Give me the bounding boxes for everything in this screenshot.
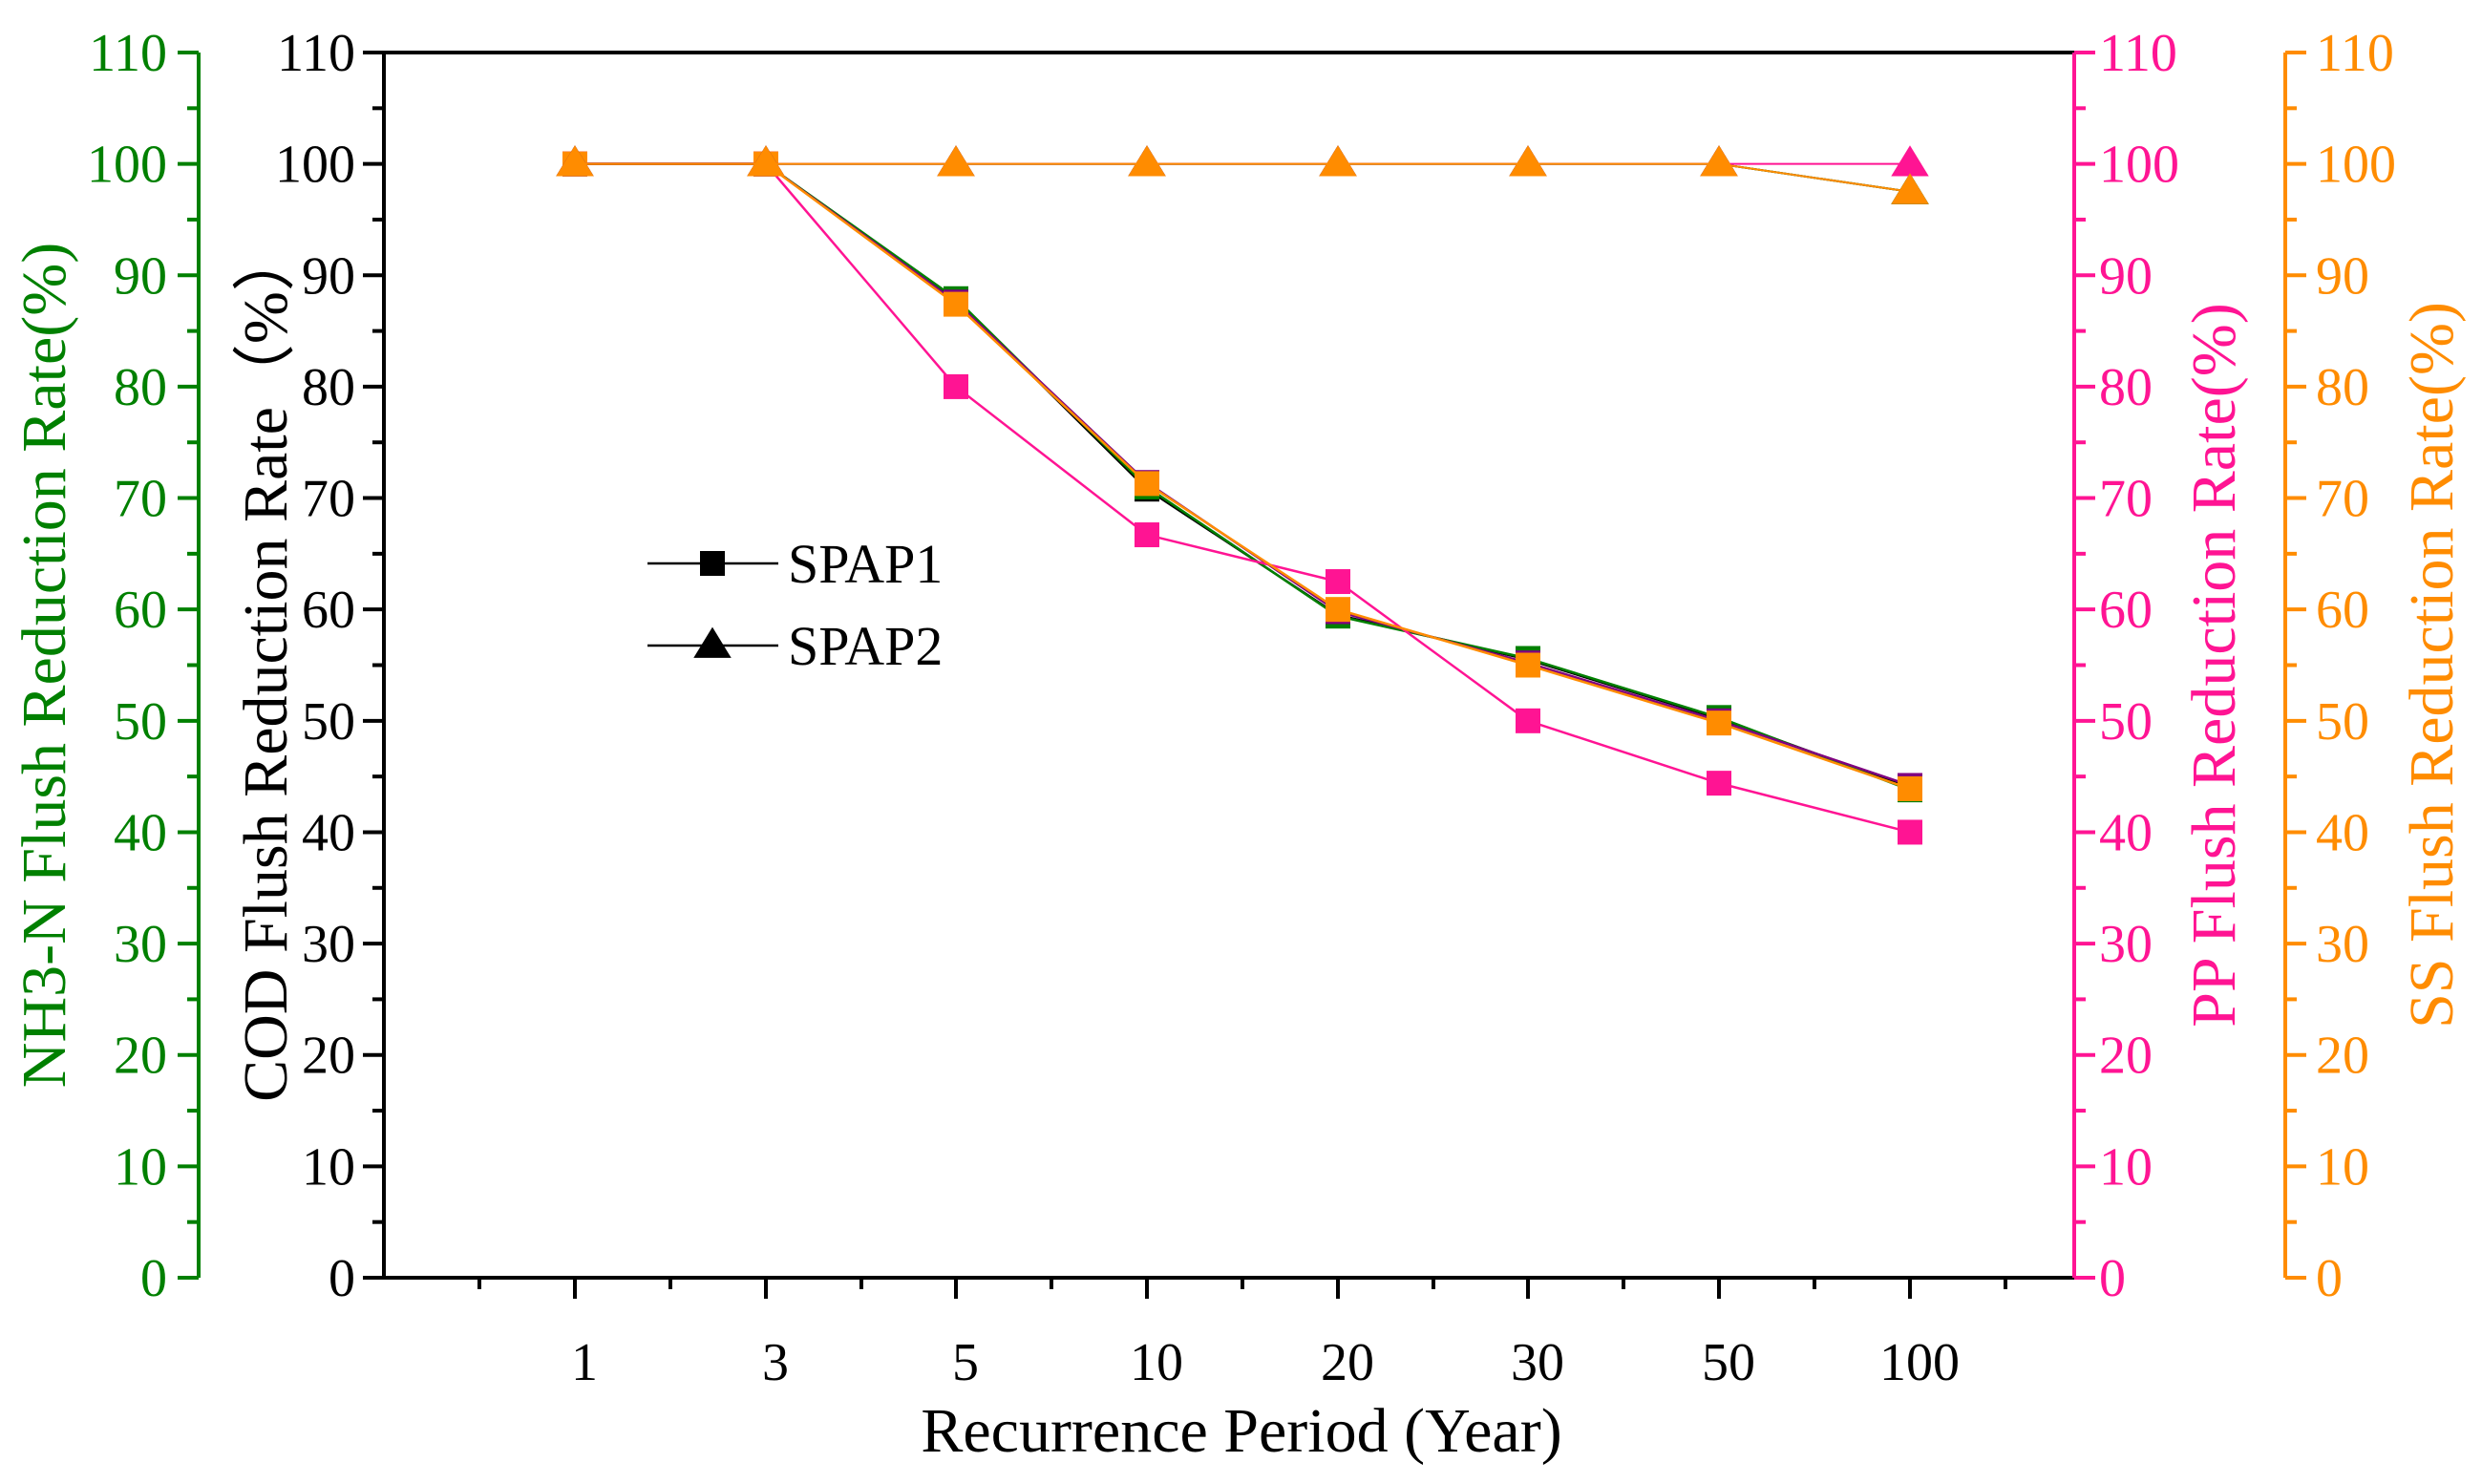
cod-tick-label: 80 (302, 358, 355, 417)
x-tick-label: 5 (952, 1333, 979, 1392)
data-point (1509, 145, 1547, 177)
nh3-tick-label: 80 (114, 358, 167, 417)
series-line (575, 162, 1911, 193)
data-point (1128, 145, 1166, 177)
cod-tick-label: 70 (302, 470, 355, 529)
legend-marker (693, 626, 732, 658)
cod-tick-label: 60 (302, 581, 355, 640)
data-point (1516, 708, 1540, 733)
pp-tick-label: 10 (2099, 1137, 2153, 1197)
x-tick-label: 10 (1130, 1333, 1183, 1392)
series-layer (556, 145, 1929, 845)
pp-tick-label: 80 (2099, 358, 2153, 417)
cod-tick-label: 10 (302, 1137, 355, 1197)
x-axis-title: Recurrence Period (Year) (921, 1396, 1561, 1466)
legend: SPAP1 SPAP2 (647, 533, 943, 677)
series-ss-spap2 (556, 145, 1929, 204)
ss-tick-label: 110 (2316, 24, 2394, 83)
data-point (556, 145, 594, 177)
nh3-tick-label: 100 (87, 136, 167, 195)
data-point (944, 291, 968, 317)
x-tick-label: 50 (1702, 1333, 1755, 1392)
data-point (1516, 652, 1540, 678)
data-point (1891, 145, 1929, 177)
pp-tick-label: 60 (2099, 581, 2153, 640)
data-point (1135, 471, 1159, 497)
pp-tick-label: 30 (2099, 915, 2153, 974)
data-point (1326, 569, 1350, 595)
nh3-tick-label: 0 (140, 1249, 167, 1308)
x-tick-label: 30 (1511, 1333, 1564, 1392)
nh3-tick-label: 30 (114, 915, 167, 974)
nh3-tick-label: 10 (114, 1137, 167, 1197)
cod-tick-label: 30 (302, 915, 355, 974)
ss-tick-label: 100 (2316, 136, 2396, 195)
pp-tick-label: 90 (2099, 246, 2153, 306)
ss-tick-label: 20 (2316, 1027, 2369, 1086)
pp-tick-label: 50 (2099, 692, 2153, 752)
legend-item-spap1: SPAP1 (647, 533, 943, 595)
nh3-tick-label: 50 (114, 692, 167, 752)
legend-label: SPAP1 (788, 533, 943, 595)
pp-tick-label: 0 (2099, 1249, 2126, 1308)
nh3-tick-label: 110 (89, 24, 167, 83)
ss-tick-label: 80 (2316, 358, 2369, 417)
ss-axis-title: SS Flush Reduction Rate(%) (2397, 302, 2467, 1028)
data-point (944, 373, 968, 399)
cod-axis-title: COD Flush Reduction Rate（%） (231, 228, 301, 1102)
x-tick-label: 100 (1879, 1333, 1960, 1392)
series-line (575, 162, 1911, 791)
data-point (1707, 710, 1731, 736)
pp-tick-label: 70 (2099, 470, 2153, 529)
pp-tick-label: 20 (2099, 1027, 2153, 1086)
ss-tick-label: 60 (2316, 581, 2369, 640)
pp-axis-title: PP Flush Reduction Rate(%) (2179, 303, 2249, 1027)
ss-tick-label: 70 (2316, 470, 2369, 529)
series-line (575, 162, 1911, 834)
data-point (1319, 145, 1357, 177)
cod-tick-label: 0 (329, 1249, 355, 1308)
data-point (1135, 522, 1159, 548)
cod-tick-label: 90 (302, 246, 355, 306)
ss-tick-label: 30 (2316, 915, 2369, 974)
data-point (1326, 597, 1350, 623)
cod-tick-label: 40 (302, 803, 355, 862)
data-point (1700, 145, 1738, 177)
nh3-axis-title: NH3-N Flush Reduction Rate(%) (10, 243, 79, 1088)
nh3-tick-label: 90 (114, 246, 167, 306)
data-point (1898, 775, 1922, 801)
pp-tick-label: 100 (2099, 136, 2179, 195)
cod-tick-label: 20 (302, 1027, 355, 1086)
data-point (1707, 771, 1731, 796)
ss-tick-label: 90 (2316, 246, 2369, 306)
nh3-tick-label: 70 (114, 470, 167, 529)
data-point (1891, 173, 1929, 204)
nh3-tick-label: 40 (114, 803, 167, 862)
data-point (1898, 819, 1922, 845)
cod-tick-label: 50 (302, 692, 355, 752)
ss-tick-label: 10 (2316, 1137, 2369, 1197)
cod-tick-label: 100 (275, 136, 355, 195)
x-tick-label: 20 (1321, 1333, 1374, 1392)
x-tick-label: 3 (762, 1333, 789, 1392)
nh3-tick-label: 60 (114, 581, 167, 640)
ss-tick-label: 0 (2316, 1249, 2343, 1308)
data-point (937, 145, 975, 177)
pp-tick-label: 110 (2099, 24, 2177, 83)
pp-tick-label: 40 (2099, 803, 2153, 862)
cod-tick-label: 110 (277, 24, 355, 83)
legend-marker (700, 551, 725, 576)
legend-label: SPAP2 (788, 615, 943, 677)
nh3-tick-label: 20 (114, 1027, 167, 1086)
legend-item-spap2: SPAP2 (647, 615, 943, 677)
data-point (747, 145, 785, 177)
ss-tick-label: 50 (2316, 692, 2369, 752)
ss-tick-label: 40 (2316, 803, 2369, 862)
x-tick-label: 1 (571, 1333, 598, 1392)
